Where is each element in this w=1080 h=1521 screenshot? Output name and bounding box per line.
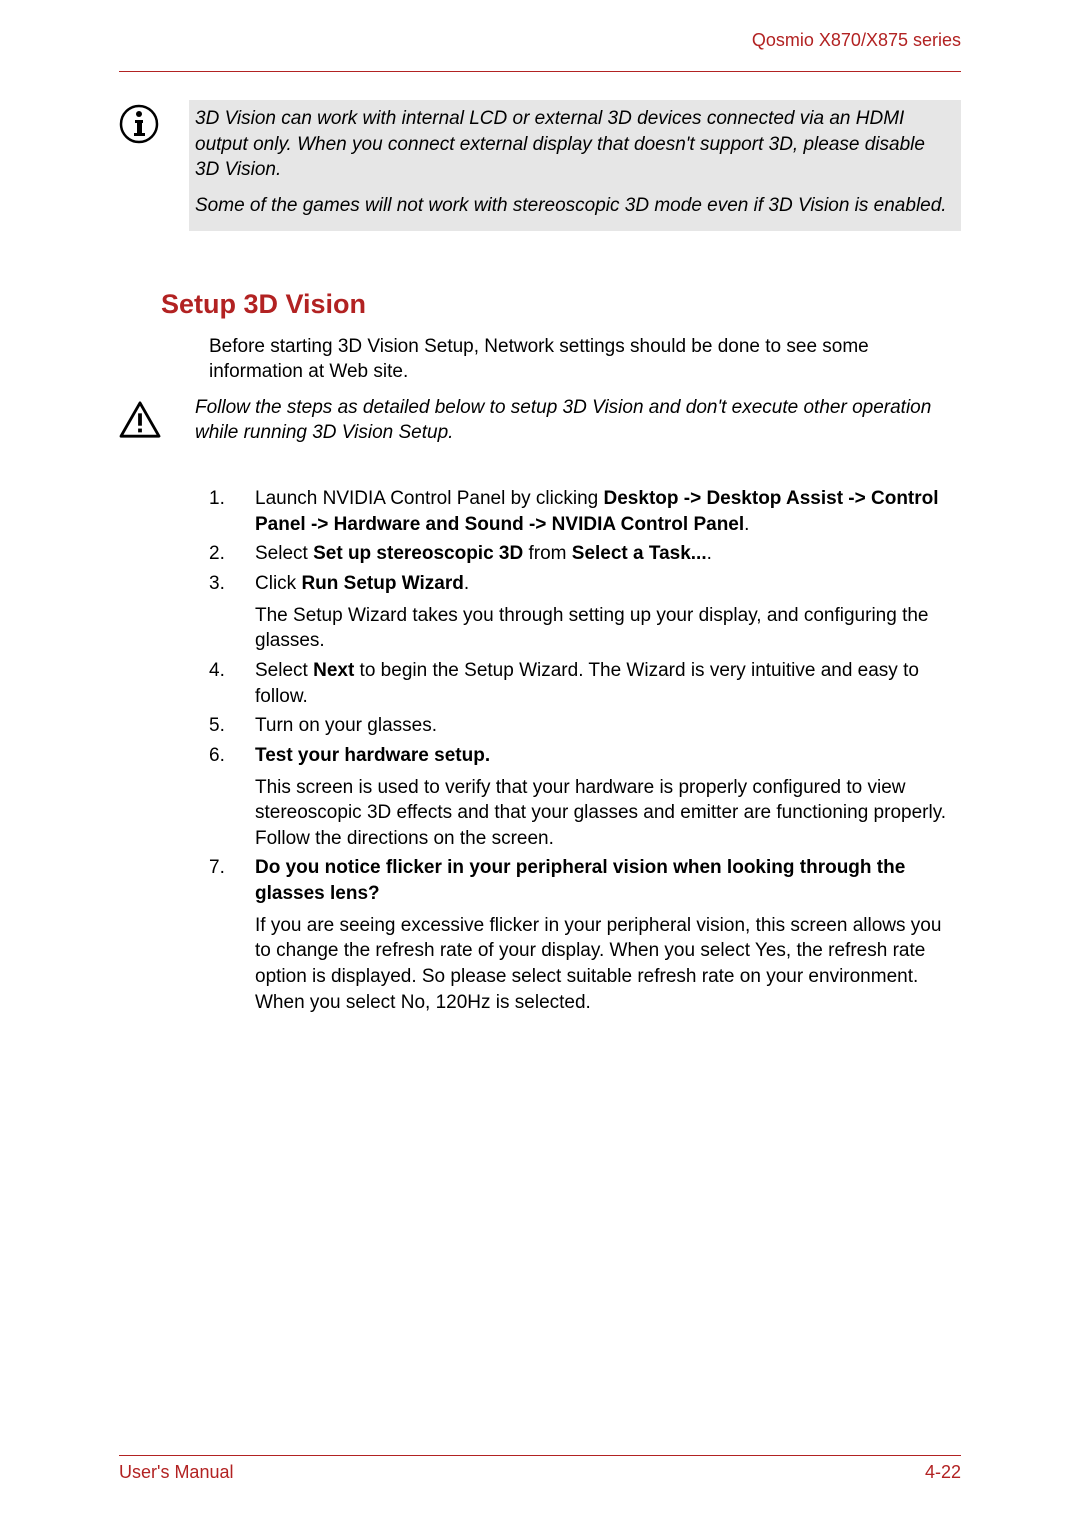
step-4-pre: Select — [255, 660, 313, 681]
step-6-bold: Test your hardware setup. — [255, 745, 490, 766]
warning-notice: Follow the steps as detailed below to se… — [119, 395, 961, 446]
step-1-pre: Launch NVIDIA Control Panel by clicking — [255, 488, 604, 509]
step-2-mid: from — [523, 543, 572, 564]
section-intro: Before starting 3D Vision Setup, Network… — [209, 334, 961, 385]
step-3-sub: The Setup Wizard takes you through setti… — [255, 603, 961, 654]
warning-text: Follow the steps as detailed below to se… — [189, 395, 961, 446]
warning-icon — [119, 395, 189, 446]
steps-list: Launch NVIDIA Control Panel by clicking … — [209, 486, 961, 1015]
header-rule — [119, 71, 961, 72]
step-7-bold: Do you notice flicker in your peripheral… — [255, 857, 905, 904]
section-heading: Setup 3D Vision — [161, 289, 961, 320]
step-4: Select Next to begin the Setup Wizard. T… — [209, 658, 961, 709]
step-3-pre: Click — [255, 573, 301, 594]
header-series: Qosmio X870/X875 series — [119, 30, 961, 51]
step-2-bold2: Select a Task... — [572, 543, 707, 564]
info-notice: 3D Vision can work with internal LCD or … — [119, 100, 961, 231]
step-3-post: . — [464, 573, 469, 594]
footer-right: 4-22 — [925, 1462, 961, 1483]
page-content: Qosmio X870/X875 series 3D Vision can wo… — [119, 30, 961, 1476]
step-6-sub: This screen is used to verify that your … — [255, 775, 961, 852]
step-3-bold: Run Setup Wizard — [301, 573, 463, 594]
footer-left: User's Manual — [119, 1462, 233, 1483]
step-4-post: to begin the Setup Wizard. The Wizard is… — [255, 660, 919, 707]
step-2-bold: Set up stereoscopic 3D — [313, 543, 523, 564]
notice-para-2: Some of the games will not work with ste… — [195, 193, 949, 219]
step-5-pre: Turn on your glasses. — [255, 715, 437, 736]
notice-para-1: 3D Vision can work with internal LCD or … — [195, 106, 949, 183]
info-notice-body: 3D Vision can work with internal LCD or … — [189, 100, 961, 231]
step-2-pre: Select — [255, 543, 313, 564]
step-7-sub: If you are seeing excessive flicker in y… — [255, 913, 961, 1016]
page-footer: User's Manual 4-22 — [119, 1455, 961, 1483]
step-5: Turn on your glasses. — [209, 713, 961, 739]
step-1-post: . — [744, 514, 749, 535]
step-2: Select Set up stereoscopic 3D from Selec… — [209, 541, 961, 567]
step-2-post: . — [707, 543, 712, 564]
step-7: Do you notice flicker in your peripheral… — [209, 855, 961, 1015]
step-6: Test your hardware setup. This screen is… — [209, 743, 961, 852]
step-4-bold: Next — [313, 660, 354, 681]
step-3: Click Run Setup Wizard. The Setup Wizard… — [209, 571, 961, 654]
step-1: Launch NVIDIA Control Panel by clicking … — [209, 486, 961, 537]
info-icon — [119, 100, 189, 231]
